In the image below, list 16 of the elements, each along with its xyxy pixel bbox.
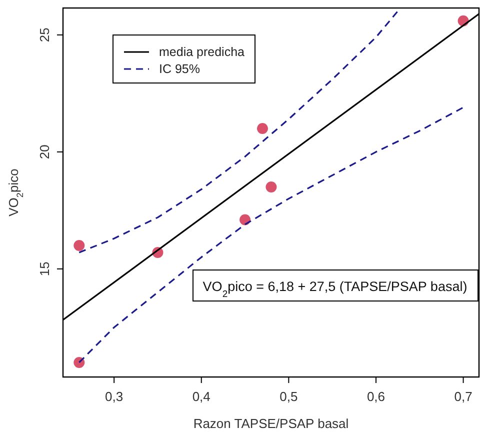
x-axis-title: Razon TAPSE/PSAP basal xyxy=(193,416,349,431)
point xyxy=(74,357,85,368)
point xyxy=(266,182,277,192)
x-tick-label: 0,3 xyxy=(105,389,124,404)
legend-label: IC 95% xyxy=(159,62,200,76)
y-tick-label: 20 xyxy=(37,144,52,160)
legend-label: media predicha xyxy=(159,45,245,59)
x-tick-label: 0,7 xyxy=(454,389,472,404)
annotation: VO$_{2}$pico = 6,18 + 27,5 (TAPSE/PSAP basal) xyxy=(202,279,468,300)
point xyxy=(256,123,268,134)
y-tick-label: 15 xyxy=(37,262,52,276)
point xyxy=(74,240,85,251)
x-tick-label: 0,4 xyxy=(192,389,210,404)
x-tick-label: 0,6 xyxy=(366,389,386,404)
x-tick-label: 0,5 xyxy=(280,389,298,404)
y-tick-label: 25 xyxy=(37,28,52,42)
